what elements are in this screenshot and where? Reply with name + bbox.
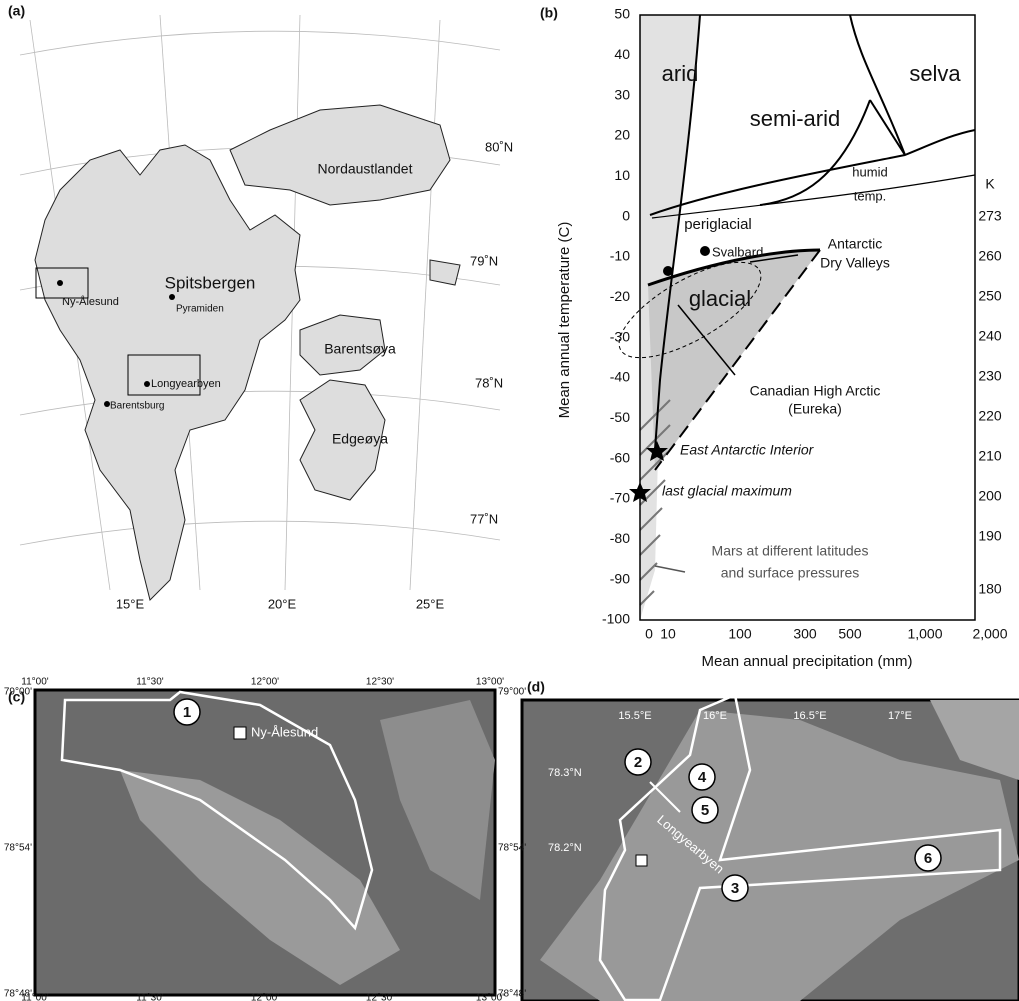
x-tick-label: 100 bbox=[728, 626, 752, 642]
y-tick-label: 0 bbox=[622, 207, 630, 223]
longitude-label: 11°30' bbox=[136, 677, 164, 688]
y-tick-label: -20 bbox=[610, 288, 630, 304]
site-label: Svalbard bbox=[712, 244, 763, 259]
k-tick-label: 180 bbox=[978, 581, 1002, 597]
y-tick-label: -10 bbox=[610, 248, 630, 264]
latitude-label: 78°54' bbox=[4, 843, 32, 854]
map-d bbox=[522, 695, 1019, 1001]
place-name: Barentsøya bbox=[324, 341, 396, 357]
latitude-label: 80˚N bbox=[485, 139, 513, 154]
place-name: Nordaustlandet bbox=[318, 161, 413, 177]
site-label: Canadian High Arctic bbox=[750, 383, 881, 399]
site-label: Dry Valleys bbox=[820, 255, 890, 271]
site-label: (Eureka) bbox=[788, 401, 842, 417]
longitude-label: 15.5°E bbox=[618, 710, 651, 722]
x-tick-label: 2,000 bbox=[972, 626, 1007, 642]
site-number: 2 bbox=[634, 754, 642, 771]
latitude-label: 78°48' bbox=[4, 989, 32, 1000]
zone-label: arid bbox=[662, 61, 699, 86]
latitude-label: 77˚N bbox=[470, 511, 498, 526]
k-tick-label: 220 bbox=[978, 408, 1002, 424]
longitude-label: 12°00' bbox=[251, 677, 279, 688]
y-tick-label: -100 bbox=[602, 611, 630, 627]
y-tick-label: 40 bbox=[614, 46, 630, 62]
place-name: Longyearbyen bbox=[151, 378, 221, 390]
zone-label: glacial bbox=[689, 286, 751, 311]
site-number: 5 bbox=[701, 802, 709, 819]
y-tick-label: 20 bbox=[614, 127, 630, 143]
k-tick-label: 190 bbox=[978, 528, 1002, 544]
figure: (a) 80˚N 79˚N 78˚N 77˚N 15°E 20°E 25°E Nordaustl… bbox=[0, 0, 1019, 1001]
x-tick-label: 0 bbox=[645, 626, 653, 642]
zone-label: semi-arid bbox=[750, 106, 840, 131]
k-tick-label: 240 bbox=[978, 328, 1002, 344]
axis-title: Mean annual temperature (C) bbox=[556, 222, 573, 419]
site-number: 1 bbox=[183, 704, 191, 721]
place-name: Pyramiden bbox=[176, 304, 224, 315]
latitude-label: 78.2°N bbox=[548, 842, 582, 854]
longitude-label: 15°E bbox=[116, 596, 145, 611]
y-tick-label: -50 bbox=[610, 409, 630, 425]
landmass bbox=[35, 105, 460, 600]
y-tick-label: -30 bbox=[610, 328, 630, 344]
panel-label: (b) bbox=[540, 5, 558, 21]
panel-label: (d) bbox=[527, 679, 545, 695]
site-label: Mars at different latitudes bbox=[712, 543, 869, 559]
k-tick-label: 260 bbox=[978, 248, 1002, 264]
y-tick-label: -60 bbox=[610, 449, 630, 465]
zone-label: temp. bbox=[854, 188, 887, 203]
axis-title: K bbox=[985, 176, 995, 192]
place-name: Spitsbergen bbox=[165, 273, 256, 292]
y-tick-label: -90 bbox=[610, 570, 630, 586]
y-tick-label: -40 bbox=[610, 369, 630, 385]
place-name: Barentsburg bbox=[110, 401, 164, 412]
longitude-label: 12°00' bbox=[251, 993, 279, 1001]
site-label: last glacial maximum bbox=[662, 483, 792, 499]
longitude-label: 11°30' bbox=[136, 993, 164, 1001]
latitude-label: 78°54' bbox=[498, 843, 526, 854]
longitude-label: 16°E bbox=[703, 710, 727, 722]
latitude-label: 79°00' bbox=[4, 687, 32, 698]
zone-label: humid bbox=[852, 164, 887, 179]
y-tick-label: -80 bbox=[610, 530, 630, 546]
longitude-label: 17°E bbox=[888, 710, 912, 722]
zone-label: periglacial bbox=[684, 216, 752, 233]
y-tick-label: -70 bbox=[610, 490, 630, 506]
site-label: Antarctic bbox=[828, 236, 882, 252]
axis-title: Mean annual precipitation (mm) bbox=[702, 653, 913, 670]
place-name: Ny-Ålesund bbox=[62, 295, 119, 308]
x-tick-label: 500 bbox=[838, 626, 862, 642]
panel-label: (a) bbox=[8, 3, 25, 19]
longitude-label: 25°E bbox=[416, 596, 445, 611]
longitude-label: 12°30' bbox=[366, 993, 394, 1001]
site-label: East Antarctic Interior bbox=[680, 442, 815, 458]
place-name: Edgeøya bbox=[332, 431, 388, 447]
x-tick-label: 10 bbox=[660, 626, 676, 642]
site-number: 3 bbox=[731, 880, 739, 897]
site-number: 6 bbox=[924, 850, 932, 867]
k-tick-label: 230 bbox=[978, 368, 1002, 384]
zone-label: selva bbox=[909, 61, 961, 86]
x-tick-label: 300 bbox=[793, 626, 817, 642]
latitude-label: 78˚N bbox=[475, 375, 503, 390]
longitude-label: 12°30' bbox=[366, 677, 394, 688]
latitude-label: 79˚N bbox=[470, 253, 498, 268]
site-label: and surface pressures bbox=[721, 565, 860, 581]
latitude-label: 78.3°N bbox=[548, 767, 582, 779]
site-number: 4 bbox=[698, 769, 707, 786]
latitude-label: 79°00' bbox=[498, 687, 526, 698]
y-tick-label: 10 bbox=[614, 167, 630, 183]
longitude-label: 16.5°E bbox=[793, 710, 826, 722]
y-tick-label: 30 bbox=[614, 86, 630, 102]
latitude-label: 78°48' bbox=[498, 989, 526, 1000]
k-tick-label: 273 bbox=[978, 208, 1002, 224]
x-tick-label: 1,000 bbox=[907, 626, 942, 642]
place-name: Ny-Ålesund bbox=[251, 724, 318, 739]
y-tick-label: 50 bbox=[614, 6, 630, 22]
k-tick-label: 250 bbox=[978, 288, 1002, 304]
longitude-label: 20°E bbox=[268, 596, 297, 611]
k-tick-label: 200 bbox=[978, 488, 1002, 504]
k-tick-label: 210 bbox=[978, 448, 1002, 464]
